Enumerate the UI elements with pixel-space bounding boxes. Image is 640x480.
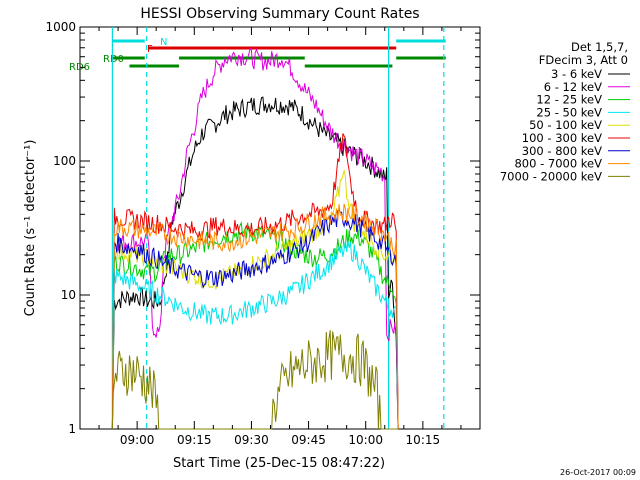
y-tick-label-1: 10: [61, 288, 76, 302]
legend-header-1: Det 1,5,7,: [571, 40, 628, 54]
series-line-7: [111, 203, 399, 430]
x-tick-label-2: 09:30: [234, 433, 269, 447]
y-tick-label-3: 1000: [45, 20, 76, 34]
legend-label-8: 7000 - 20000 keV: [500, 169, 602, 183]
legend-label-0: 3 - 6 keV: [551, 67, 602, 81]
legend-label-7: 800 - 7000 keV: [514, 157, 602, 171]
x-tick-label-3: 09:45: [291, 433, 326, 447]
footer-timestamp: 26-Oct-2017 00:09: [560, 468, 636, 477]
chart-title: HESSI Observing Summary Count Rates: [140, 6, 419, 22]
flag-label-RD0: RD0: [103, 54, 124, 65]
flag-label-N: N: [160, 37, 167, 48]
y-axis: 1 10 100 1000: [45, 20, 480, 436]
legend-label-6: 300 - 800 keV: [522, 144, 602, 158]
series-line-8: [111, 330, 399, 430]
series-line-1: [111, 46, 399, 430]
x-tick-label-0: 09:00: [120, 433, 155, 447]
vertical-markers-group: [111, 27, 445, 429]
flag-bars-group: NF RD0 RD6: [69, 37, 446, 73]
series-group: [111, 46, 399, 430]
series-line-3: [111, 240, 399, 430]
y-tick-label-2: 100: [53, 154, 76, 168]
x-axis: 09:00 09:15 09:30 09:45 10:00 10:15: [79, 27, 481, 447]
y-tick-label-0: 1: [68, 422, 76, 436]
legend-label-2: 12 - 25 keV: [536, 93, 602, 107]
legend-label-4: 50 - 100 keV: [529, 118, 602, 132]
series-line-6: [111, 209, 399, 430]
y-axis-label: Count Rate (s⁻¹ detector⁻¹): [23, 140, 38, 317]
x-tick-label-1: 09:15: [177, 433, 212, 447]
x-tick-label-4: 10:00: [348, 433, 383, 447]
x-tick-label-5: 10:15: [406, 433, 441, 447]
legend-header-2: FDecim 3, Att 0: [539, 53, 628, 67]
legend-label-5: 100 - 300 keV: [522, 131, 602, 145]
flag-label-RD6: RD6: [69, 62, 90, 73]
legend-label-1: 6 - 12 keV: [544, 80, 602, 94]
flag-label-F: F: [147, 44, 153, 55]
plot-frame: [79, 26, 481, 430]
legend-label-3: 25 - 50 keV: [536, 105, 602, 119]
x-axis-label: Start Time (25-Dec-15 08:47:22): [173, 456, 385, 471]
series-line-5: [111, 133, 399, 430]
